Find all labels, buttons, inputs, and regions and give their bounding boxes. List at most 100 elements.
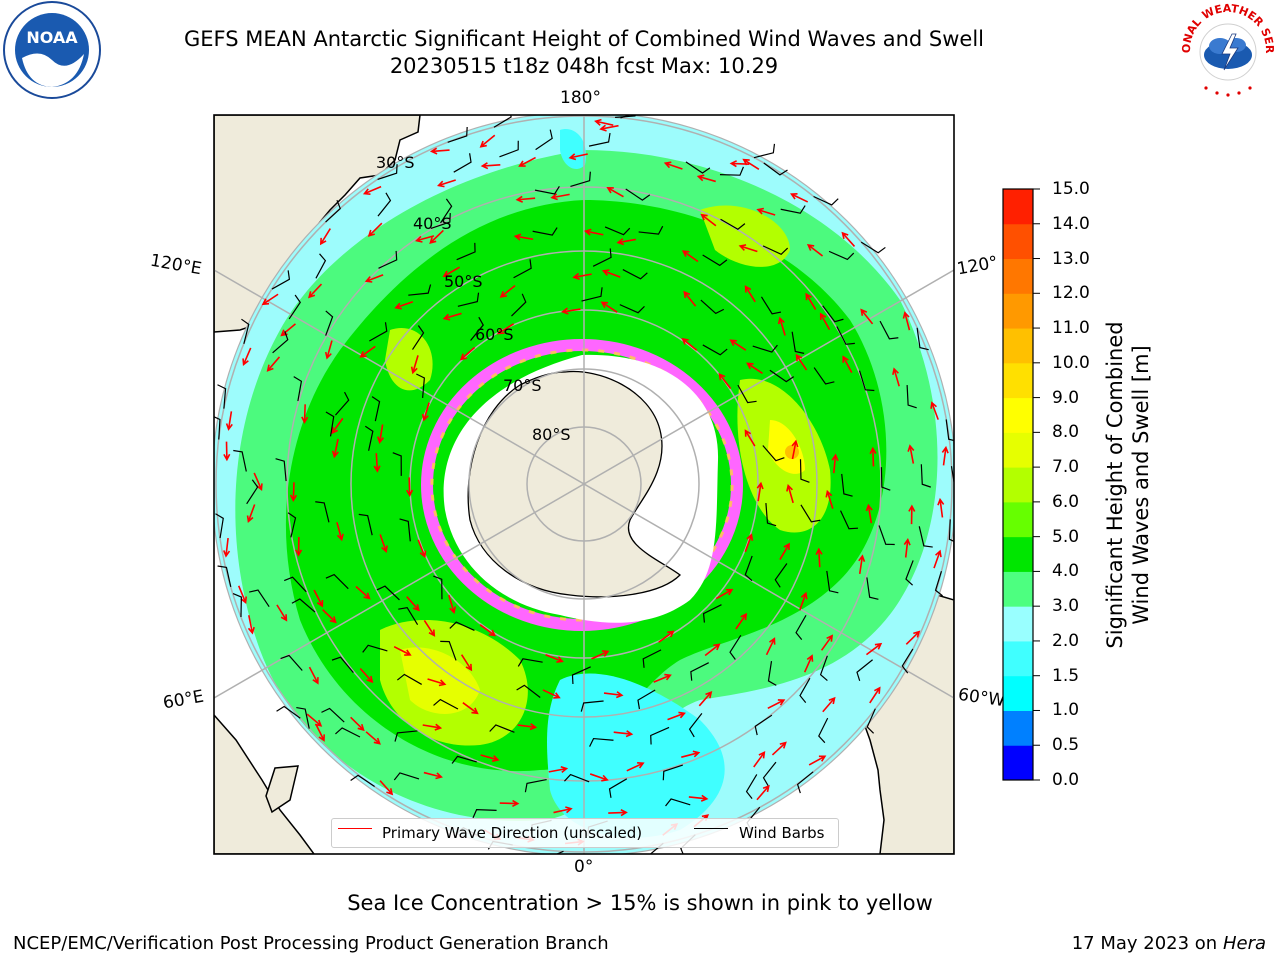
noaa-logo-text: NOAA [26,28,78,47]
wind-barb [638,225,664,235]
wave-arrow [756,481,764,502]
wind-barb [767,661,777,686]
wind-barb [642,649,662,668]
colorbar-tick-label: 5.0 [1052,526,1080,547]
lat-label-30s: 30°S [376,153,415,172]
wind-barb [364,425,374,451]
sea-ice-note: Sea Ice Concentration > 15% is shown in … [347,891,933,915]
colorbar-segment [1003,745,1033,781]
wind-barb [608,778,628,798]
wave-arrow [515,195,536,203]
wave-arrow [799,591,808,611]
wave-arrow [753,751,766,768]
wind-barb [619,304,645,314]
antarctica [467,370,681,598]
wind-barb [325,199,341,223]
wave-arrow [499,285,516,298]
wind-barb [451,755,477,764]
wind-barb [700,299,725,315]
wind-barb [665,798,691,807]
wave-arrow [869,686,881,704]
colorbar-tick-label: 6.0 [1052,491,1080,512]
wind-barb [905,560,914,586]
wind-barb [453,153,472,173]
wave-arrow [791,439,799,460]
wind-barb [920,464,931,488]
wave-arrow [479,134,496,148]
wind-barb [287,512,297,538]
wind-barb [762,445,785,462]
wave-arrow [608,809,628,817]
wind-barb [325,310,334,336]
wave-arrow [704,643,721,657]
wind-barb [774,563,788,588]
wave-arrow [613,730,634,738]
wave-arrow [276,604,288,622]
wind-barb [765,503,777,527]
wave-arrow [806,244,824,257]
wave-arrow [742,158,760,171]
wave-arrow [496,323,515,335]
wave-arrow [429,229,444,245]
wave-arrow [735,612,748,630]
wave-arrow [600,301,618,313]
wind-barb [762,245,789,256]
chart-subtitle: 20230515 t18z 048h fcst Max: 10.29 [389,54,779,78]
wind-barb [839,510,859,530]
wind-barb [813,195,839,206]
wave-arrow [417,539,427,559]
wave-arrow [869,446,877,467]
wind-barb [335,391,350,416]
lat-label-70s: 70°S [503,376,542,395]
credit-text: NCEP/EMC/Verification Post Processing Pr… [13,933,609,954]
wind-barb [350,774,375,788]
wave-arrow [448,594,457,614]
wind-barb [470,316,484,341]
wave-arrow [359,345,376,358]
wave-arrow [410,355,419,375]
wave-arrow [242,347,252,366]
wind-barb [948,519,954,542]
wind-barb [625,188,651,201]
wind-barb [532,227,558,236]
wind-barb [744,555,753,582]
wind-barb [828,250,855,261]
wind-barb [416,373,426,398]
wave-arrow [822,696,836,713]
wave-arrow [933,549,942,569]
wind-barb [321,707,345,723]
colorbar-segment [1003,606,1033,642]
date-value: 17 May 2023 on [1071,933,1218,954]
wind-barb [513,259,532,279]
wind-barb [392,452,402,476]
wave-arrow [513,233,534,241]
wind-barb [398,606,419,626]
wave-arrow [561,307,581,315]
wave-arrow [247,615,255,635]
wave-arrow [842,355,853,374]
wave-arrow [626,762,645,772]
wave-arrow [591,650,610,660]
wind-barb [620,115,632,119]
wind-barb [796,771,814,794]
lat-label-40s: 40°S [413,214,452,233]
wave-arrow [589,773,609,782]
wave-arrow [860,308,874,325]
wind-barb [325,411,335,437]
wave-arrow [681,250,699,263]
wind-barb [878,525,895,546]
wave-arrow [542,689,561,699]
wave-arrow [308,666,319,685]
colorbar-tick-label: 0.0 [1052,770,1080,790]
wave-arrow [831,453,839,474]
wave-arrow [756,784,770,801]
wind-barb [358,513,373,536]
wind-barb [841,473,853,497]
wave-arrow [603,691,624,699]
colorbar-tick-label: 9.0 [1052,387,1080,408]
wind-barb [662,764,683,781]
colorbar-segment [1003,571,1033,607]
map-legend: Primary Wave Direction (unscaled) Wind B… [331,818,839,848]
